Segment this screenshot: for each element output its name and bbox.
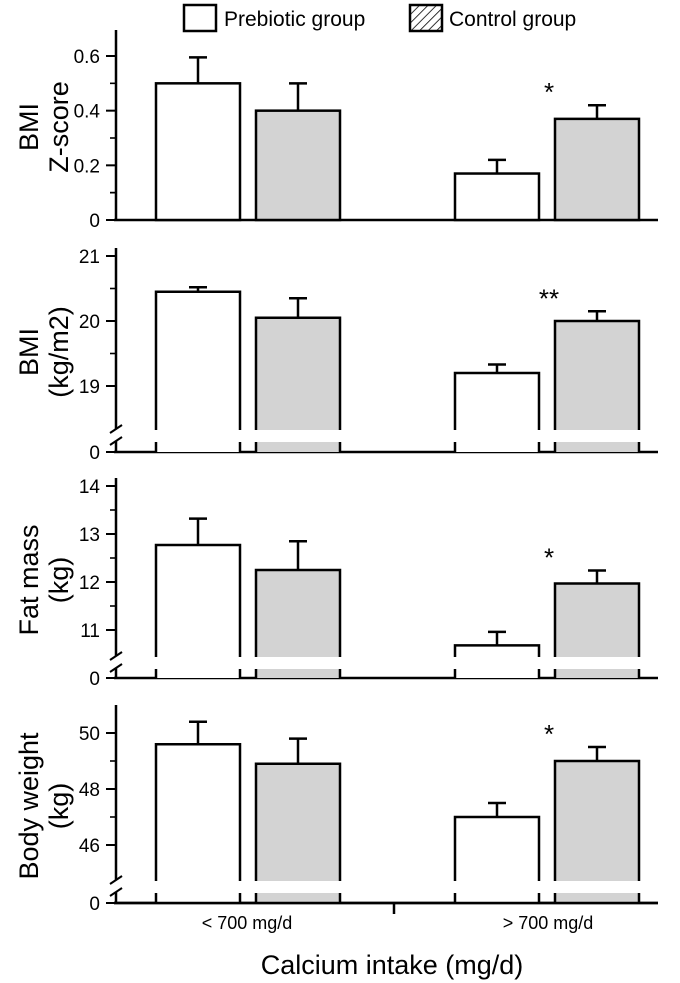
bar-outline-upper: [553, 759, 641, 881]
significance-marker: *: [544, 542, 554, 572]
bar-fill-lower: [256, 442, 340, 452]
y-tick-label: 12: [79, 573, 100, 594]
axis-break-mark: [109, 875, 123, 885]
significance-marker: *: [544, 719, 554, 749]
bar: [154, 82, 242, 222]
bar-fill-lower: [256, 669, 340, 678]
bar-outline-upper: [254, 762, 342, 881]
bar-fill-upper: [555, 761, 639, 881]
y-tick-label: 0.6: [74, 47, 100, 68]
y-tick-label: 0: [89, 443, 100, 464]
axis-break-mark: [109, 663, 123, 673]
y-axis-title-line: (kg/m2): [44, 306, 74, 398]
bar-fill-lower: [455, 893, 539, 903]
bar-outline-upper: [154, 742, 242, 881]
bar-outline-upper: [553, 582, 641, 657]
panel-2: 0 19 20 21 BMI(kg/m2) **: [14, 247, 658, 464]
bar-fill-upper: [256, 317, 340, 430]
bar-outline-upper: [154, 543, 242, 657]
bar-fill-upper: [256, 763, 340, 881]
x-axis-title: Calcium intake (mg/d): [261, 950, 524, 980]
y-tick-label: 0.4: [74, 102, 101, 123]
y-tick-label: 19: [79, 377, 100, 398]
bar-fill-lower: [555, 669, 639, 678]
y-tick-label: 20: [79, 312, 100, 333]
bar-outline-upper: [254, 316, 342, 430]
bar-fill-upper: [455, 817, 539, 881]
bar-fill-lower: [555, 893, 639, 903]
y-tick-label: 21: [79, 247, 100, 268]
bar-fill-lower: [256, 893, 340, 903]
bar-fill-upper: [555, 321, 639, 430]
legend-label-control: Control group: [449, 8, 576, 31]
bar-outline-upper: [553, 319, 641, 430]
y-tick-label: 0: [89, 211, 100, 232]
y-tick-label: 50: [79, 724, 100, 745]
y-axis-title-line: Fat mass: [14, 524, 44, 635]
y-tick-label: 0.2: [74, 156, 100, 177]
bar-fill-upper: [156, 291, 240, 430]
bar-outline-upper: [154, 290, 242, 430]
bar-fill-upper: [156, 545, 240, 657]
bar-fill-upper: [455, 373, 539, 430]
significance-marker: **: [539, 283, 559, 313]
legend-swatch-prebiotic: [182, 3, 218, 33]
axis-break-mark: [109, 651, 123, 661]
axis-break-mark: [109, 887, 123, 897]
bar-fill-upper: [256, 570, 340, 657]
bar-fill-lower: [156, 669, 240, 678]
y-axis-title: BMIZ-score: [14, 81, 74, 173]
y-tick-label: 0: [89, 669, 100, 690]
x-tick-label-low: < 700 mg/d: [202, 913, 293, 933]
y-axis-title: Fat mass(kg): [14, 524, 74, 635]
bar-outline-upper: [453, 644, 541, 657]
y-tick-label: 14: [79, 477, 101, 498]
y-axis-title-line: BMI: [14, 328, 44, 376]
y-tick-label: 48: [79, 780, 100, 801]
bar-outline-upper: [254, 568, 342, 657]
bar-fill-upper: [555, 583, 639, 657]
legend-swatch-control: [408, 3, 444, 33]
bar-fill-lower: [156, 893, 240, 903]
bar-fill-upper: [455, 645, 539, 657]
bar: [254, 109, 342, 222]
x-tick-label-high: > 700 mg/d: [503, 913, 594, 933]
legend: Prebiotic group Control group: [182, 3, 576, 33]
y-tick-label: 0: [89, 894, 100, 915]
bar-fill-lower: [156, 442, 240, 452]
bar-fill-lower: [455, 669, 539, 678]
y-tick-label: 46: [79, 836, 100, 857]
y-axis-title-line: BMI: [14, 103, 44, 151]
panel-3: 0 11 12 13 14 Fat mass(kg) *: [14, 477, 658, 690]
y-axis-title-line: (kg): [44, 783, 74, 830]
bar: [453, 172, 541, 222]
bar-outline-upper: [453, 371, 541, 430]
bar-fill-lower: [455, 442, 539, 452]
axis-break-mark: [109, 424, 123, 434]
legend-label-prebiotic: Prebiotic group: [224, 8, 365, 31]
y-axis-title-line: Body weight: [14, 732, 44, 880]
axis-break-mark: [109, 436, 123, 446]
bar-fill-upper: [156, 744, 240, 881]
y-tick-label: 13: [79, 525, 100, 546]
y-axis-title: Body weight(kg): [14, 732, 74, 880]
y-tick-label: 11: [80, 621, 100, 642]
significance-marker: *: [544, 77, 554, 107]
bar: [553, 117, 641, 222]
y-axis-title-line: (kg): [44, 557, 74, 604]
x-axis: < 700 mg/d > 700 mg/d Calcium intake (mg…: [114, 901, 658, 980]
y-axis-title: BMI(kg/m2): [14, 306, 74, 398]
bar-fill-lower: [555, 442, 639, 452]
bar-outline-upper: [453, 815, 541, 881]
y-axis-title-line: Z-score: [44, 81, 74, 173]
